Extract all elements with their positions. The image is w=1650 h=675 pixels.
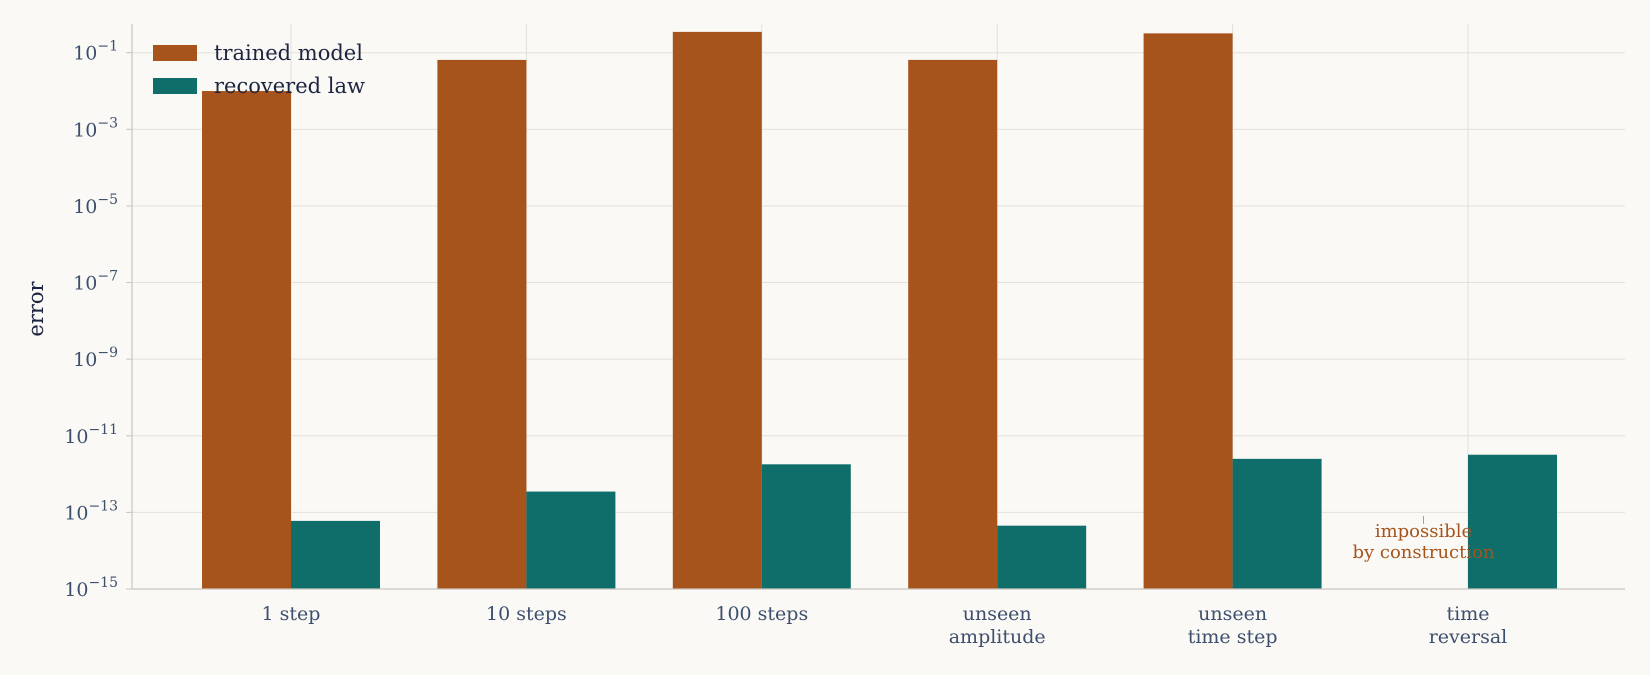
legend: trained model recovered law xyxy=(153,41,365,98)
bar-trained-model xyxy=(908,59,998,589)
x-tick-label: reversal xyxy=(1429,626,1508,648)
bar-recovered-law xyxy=(1232,458,1322,589)
y-tick-label: 10−13 xyxy=(64,498,118,524)
bar-trained-model xyxy=(202,91,291,589)
x-tick-label: time xyxy=(1447,603,1490,625)
y-tick-label: 10−7 xyxy=(73,269,118,295)
legend-swatch xyxy=(153,45,197,61)
legend-label: recovered law xyxy=(214,74,365,98)
annotation-text: impossible xyxy=(1375,521,1472,542)
legend-swatch xyxy=(153,78,197,94)
bar-trained-model xyxy=(1143,33,1233,589)
x-tick-label: 1 step xyxy=(262,603,321,625)
y-tick-label: 10−11 xyxy=(64,422,118,448)
x-tick-label: unseen xyxy=(1198,603,1267,625)
bar-recovered-law xyxy=(997,525,1087,589)
bar-trained-model xyxy=(437,59,527,589)
grid-lines xyxy=(132,24,1625,590)
y-tick-label: 10−1 xyxy=(73,39,118,65)
axes xyxy=(126,24,1625,590)
tick-labels: 10−1 10−3 10−5 10−7 10−9 10−11 10−13 10−15 1 ste… xyxy=(64,39,1507,648)
bars xyxy=(202,31,1557,589)
y-tick-label: 10−9 xyxy=(73,345,118,371)
legend-label: trained model xyxy=(214,41,363,65)
x-tick-label: 100 steps xyxy=(715,603,808,625)
x-tick-label: time step xyxy=(1188,626,1278,648)
x-tick-label: unseen xyxy=(963,603,1032,625)
y-axis-label: error xyxy=(24,280,48,336)
bar-recovered-law xyxy=(761,464,851,589)
bar-recovered-law xyxy=(1468,454,1557,589)
y-tick-label: 10−3 xyxy=(73,115,118,141)
y-tick-label: 10−5 xyxy=(73,192,118,218)
bar-trained-model xyxy=(672,31,762,589)
y-tick-label: 10−15 xyxy=(64,575,118,601)
annotation-text: by construction xyxy=(1352,542,1495,563)
x-tick-label: amplitude xyxy=(949,626,1046,648)
bar-recovered-law xyxy=(526,491,616,589)
x-tick-label: 10 steps xyxy=(486,603,567,625)
bar-recovered-law xyxy=(291,520,380,589)
